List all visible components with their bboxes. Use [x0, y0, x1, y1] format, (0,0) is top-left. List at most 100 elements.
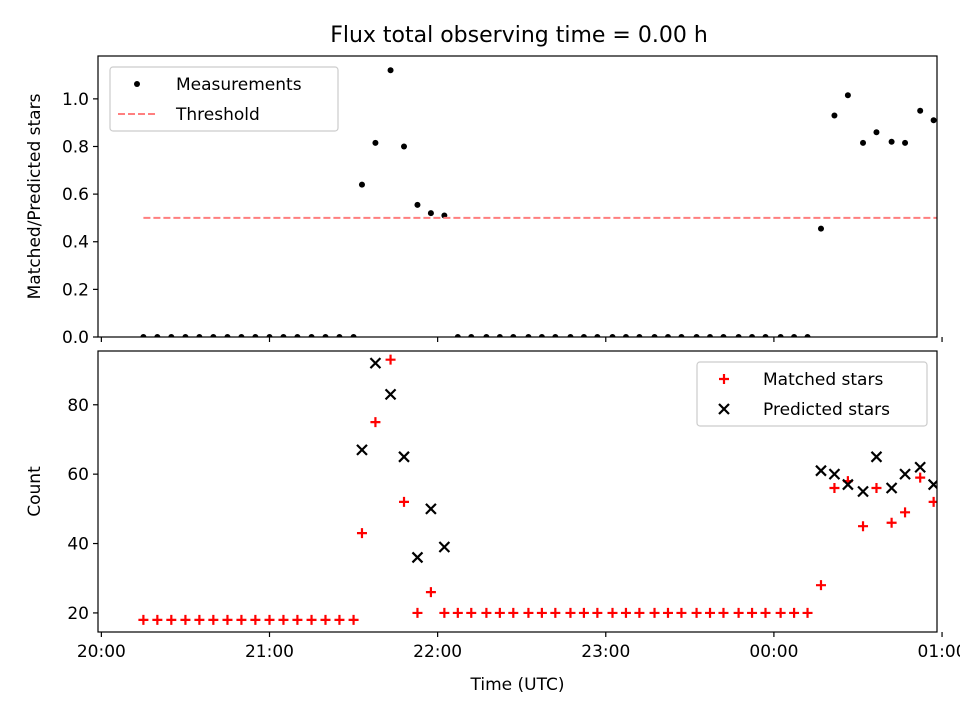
measurement-point [749, 334, 756, 337]
predicted-star-point [815, 464, 827, 477]
y-tick-label: 0.0 [62, 328, 89, 348]
matched-star-point [481, 607, 492, 618]
measurement-point [844, 92, 851, 99]
measurement-point [860, 139, 867, 146]
matched-star-point [747, 607, 758, 618]
matched-star-point [494, 607, 505, 618]
predicted-star-point [870, 451, 883, 463]
matched-star-point [385, 354, 396, 365]
y-tick-label: 40 [67, 535, 89, 555]
matched-star-point [264, 614, 275, 625]
measurement-point [902, 139, 909, 146]
y-tick-label: 20 [67, 604, 89, 624]
matched-star-point [348, 614, 359, 625]
matched-star-point [858, 521, 869, 532]
x-tick-label: 21:00 [245, 642, 294, 662]
y-tick-label: 0.4 [62, 233, 89, 253]
y-tick-label: 0.8 [62, 137, 89, 157]
measurement-point [525, 334, 532, 337]
matched-star-point [775, 607, 786, 618]
matched-star-point [278, 614, 289, 625]
legend-label: Matched stars [763, 370, 883, 390]
measurement-point [414, 201, 421, 208]
measurement-point [930, 117, 937, 124]
chart-title: Flux total observing time = 0.00 h [330, 23, 708, 48]
data-area [138, 354, 937, 625]
measurement-point [917, 107, 924, 114]
matched-star-point [138, 614, 149, 625]
matched-star-point [620, 607, 631, 618]
measurement-point [888, 138, 895, 145]
y-tick-label: 60 [67, 465, 89, 485]
matched-star-point [222, 614, 233, 625]
matched-star-point [292, 614, 303, 625]
axes-frame [97, 350, 938, 633]
legend-label: Measurements [176, 75, 302, 95]
matched-star-point [578, 607, 589, 618]
measurement-point [483, 334, 490, 337]
predicted-star-point [356, 444, 368, 456]
measurement-point [196, 334, 203, 337]
matched-star-point [886, 517, 897, 528]
measurement-point [777, 334, 784, 337]
matched-star-point [412, 607, 423, 618]
measurement-point [594, 334, 601, 337]
matched-star-point [320, 614, 331, 625]
matched-star-point [334, 614, 345, 625]
legend: Measurements Threshold [109, 66, 339, 132]
measurement-point [154, 334, 161, 337]
measurement-point [358, 181, 365, 188]
matched-star-point [829, 483, 840, 494]
measurement-point [168, 334, 175, 337]
predicted-star-point [857, 485, 869, 498]
predicted-star-point [384, 388, 397, 401]
x-tick-label: 23:00 [581, 642, 630, 662]
legend-frame [109, 66, 339, 132]
legend: Matched stars Predicted stars [696, 361, 928, 427]
matched-star-point [425, 587, 436, 598]
measurement-point [510, 334, 517, 337]
measurement-point [252, 334, 259, 337]
matched-star-point [508, 607, 519, 618]
matched-star-point [718, 607, 729, 618]
matched-star-point [662, 607, 673, 618]
measurement-point [266, 334, 273, 337]
data-area [140, 67, 937, 337]
legend-label: Threshold [175, 105, 260, 125]
predicted-star-point [425, 503, 437, 515]
predicted-star-point [369, 357, 382, 369]
measurement-point [791, 334, 798, 337]
predicted-star-point [438, 541, 451, 553]
matched-star-point [466, 607, 477, 618]
matched-star-point [523, 607, 534, 618]
matched-star-point [356, 528, 367, 539]
y-tick-label: 0.2 [62, 280, 89, 300]
measurement-point [609, 334, 616, 337]
x-tick-label: 22:00 [413, 642, 462, 662]
predicted-star-point [914, 461, 926, 473]
matched-star-point [871, 483, 882, 494]
legend-measurement-swatch [134, 81, 140, 87]
measurement-point [831, 112, 838, 119]
measurement-point [735, 334, 742, 337]
x-tick-label: 01:00 [918, 642, 960, 662]
measurement-point [322, 334, 329, 337]
legend-frame [696, 361, 928, 427]
measurement-point [308, 334, 315, 337]
panel-count: 20 40 60 80 20:00 21:00 22:00 23:00 00:00 01:00 Co… [25, 350, 960, 695]
measurement-point [387, 67, 394, 74]
measurement-point [762, 334, 769, 337]
matched-star-point [676, 607, 687, 618]
measurement-point [224, 334, 231, 337]
y-axis-label: Matched/Predicted stars [25, 93, 45, 299]
matched-star-point [166, 614, 177, 625]
matched-star-point [733, 607, 744, 618]
y-tick-label: 1.0 [62, 90, 89, 110]
matched-star-point [705, 607, 716, 618]
measurement-point [693, 334, 700, 337]
predicted-star-point [398, 451, 410, 463]
measurement-point [401, 143, 408, 150]
matched-star-point [900, 507, 911, 518]
measurement-point [538, 334, 545, 337]
matched-star-point [399, 496, 410, 507]
